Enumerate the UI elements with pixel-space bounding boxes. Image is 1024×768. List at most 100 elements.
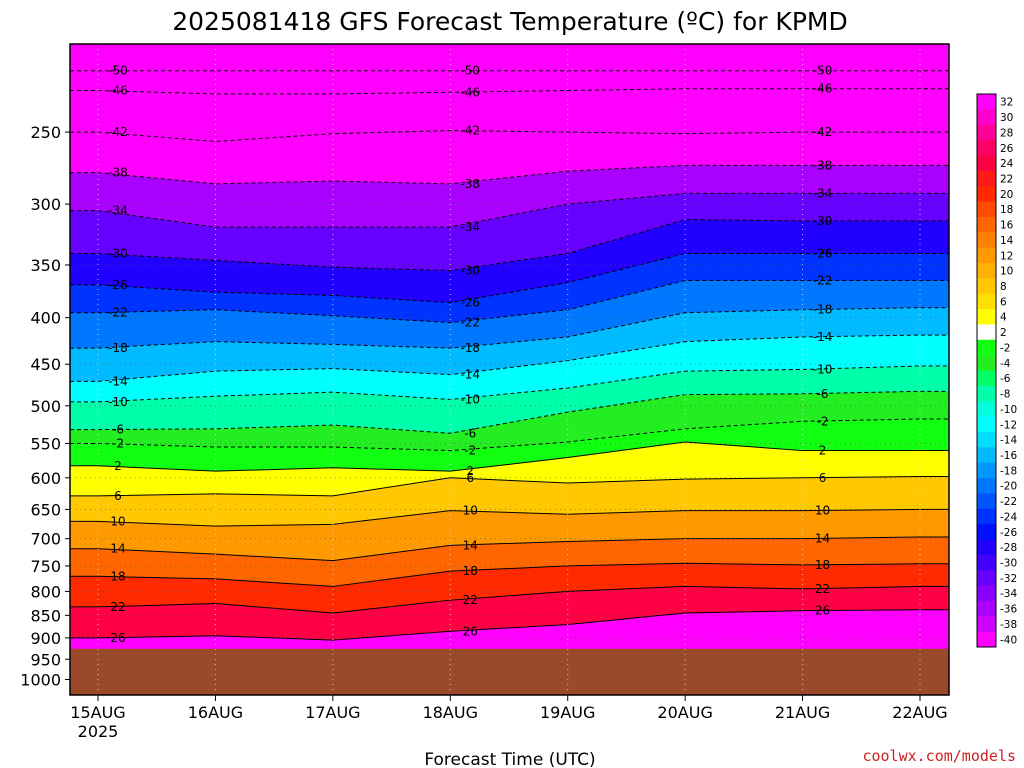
colorbar-label: 32 xyxy=(1000,97,1013,109)
x-axis: 15AUG 16AUG 17AUG 18AUG 19AUG 20AUG 21AUG 22AUG xyxy=(70,695,948,722)
isotherm-line xyxy=(70,164,949,185)
isotherm-label: -22 xyxy=(460,316,480,330)
colorbar-label: 12 xyxy=(1000,250,1013,262)
isotherm-label: -42 xyxy=(813,125,833,139)
colorbar-label: -18 xyxy=(1000,465,1017,477)
x-tick-label: 19AUG xyxy=(540,703,595,722)
colorbar-cell xyxy=(977,401,996,418)
temperature-field xyxy=(70,44,949,696)
colorbar-cell xyxy=(977,493,996,510)
colorbar-cell xyxy=(977,385,996,402)
isotherm-label: 6 xyxy=(819,471,827,485)
colorbar-label: 18 xyxy=(1000,204,1013,216)
isotherm-line xyxy=(70,334,949,382)
colorbar-cell xyxy=(977,324,996,341)
colorbar-cell xyxy=(977,155,996,172)
colorbar-label: 26 xyxy=(1000,143,1014,155)
y-tick-label: 650 xyxy=(30,500,61,519)
isotherm-label: 22 xyxy=(815,582,830,596)
isotherm-label: 18 xyxy=(110,569,125,583)
colorbar-cell xyxy=(977,94,996,110)
colorbar-cell xyxy=(977,600,996,617)
colorbar-cell xyxy=(977,232,996,249)
isotherm-label: -42 xyxy=(460,124,480,138)
isotherm-label: -6 xyxy=(112,423,124,437)
isotherm-label: -14 xyxy=(813,330,833,344)
isotherm-label: -46 xyxy=(460,85,480,99)
colorbar-cell xyxy=(977,462,996,479)
y-tick-label: 300 xyxy=(30,195,61,214)
y-tick-label: 850 xyxy=(30,606,61,625)
isotherm-line xyxy=(70,475,949,497)
isotherm-label: -38 xyxy=(460,177,480,191)
colorbar-label: 4 xyxy=(1000,312,1007,324)
isotherm-label: -26 xyxy=(460,296,480,310)
colorbar-cell xyxy=(977,278,996,295)
isotherm-label: 14 xyxy=(463,538,478,552)
isotherm-label: -18 xyxy=(460,341,480,355)
colorbar-label: -36 xyxy=(1000,604,1017,616)
x-axis-label: Forecast Time (UTC) xyxy=(424,750,595,768)
colorbar-cell xyxy=(977,447,996,464)
plot-frame xyxy=(69,43,950,696)
colorbar-label: 6 xyxy=(1000,296,1007,308)
colorbar-label: -24 xyxy=(1000,511,1017,523)
isotherm-line xyxy=(70,279,949,324)
colorbar-cell xyxy=(977,524,996,540)
colorbar-label: -4 xyxy=(1000,358,1011,370)
below-ground-fill xyxy=(70,648,949,695)
colorbar-cell xyxy=(977,570,996,587)
isotherm-label: -34 xyxy=(460,220,480,234)
colorbar-label: 24 xyxy=(1000,158,1014,170)
colorbar-label: -2 xyxy=(1000,342,1010,354)
isotherm-line xyxy=(70,192,949,228)
y-tick-label: 800 xyxy=(30,582,61,601)
isotherm-label: 10 xyxy=(110,514,125,528)
colorbar-cell xyxy=(977,186,996,203)
colorbar-cell xyxy=(977,124,996,141)
colorbar-label: 10 xyxy=(1000,266,1013,278)
colorbar-label: -14 xyxy=(1000,435,1017,447)
grid xyxy=(70,44,949,695)
colorbar-label: -32 xyxy=(1000,573,1017,585)
isotherm-label: -6 xyxy=(817,387,829,401)
colorbar-cell xyxy=(977,554,996,571)
colorbar-label: -40 xyxy=(1000,634,1017,646)
y-tick-label: 500 xyxy=(30,397,61,416)
isotherm-line xyxy=(70,418,949,452)
y-axis: 250 300 350 400 450 500 550 600 650 700 750 800 850 9… xyxy=(20,123,70,690)
isotherm-label: -10 xyxy=(460,392,480,406)
below-ground-area xyxy=(70,648,949,695)
chart-title: 2025081418 GFS Forecast Temperature (ºC)… xyxy=(172,7,847,36)
isotherm-line xyxy=(70,307,949,349)
isotherm-label: -38 xyxy=(813,158,833,172)
y-tick-label: 350 xyxy=(30,256,61,275)
colorbar-label: -22 xyxy=(1000,496,1017,508)
isotherm-line xyxy=(70,585,949,614)
isotherm-label: 2 xyxy=(819,444,827,458)
isotherm-label: 22 xyxy=(110,600,125,614)
colorbar-cell xyxy=(977,508,996,525)
isotherm-label: -14 xyxy=(108,374,128,388)
colorbar-label: -6 xyxy=(1000,373,1011,385)
isotherm-label: -10 xyxy=(108,395,128,409)
colorbar-label: -8 xyxy=(1000,389,1010,401)
isotherm-label: -2 xyxy=(112,436,124,450)
isotherm-label: -22 xyxy=(108,306,128,320)
colorbar-cell xyxy=(977,585,996,602)
isotherm-label: -50 xyxy=(460,64,480,78)
colorbar-label: 22 xyxy=(1000,173,1013,185)
isotherm-line xyxy=(70,88,949,95)
isotherm-label: 10 xyxy=(463,504,478,518)
isotherm-line xyxy=(70,609,949,641)
isotherm-label: -2 xyxy=(817,414,829,428)
x-tick-label: 17AUG xyxy=(305,703,360,722)
colorbar-cell xyxy=(977,478,996,494)
isotherm-label: 22 xyxy=(463,593,478,607)
isotherm-label: 26 xyxy=(463,624,478,638)
isotherm-line xyxy=(70,562,949,587)
y-tick-label: 450 xyxy=(30,355,61,374)
colorbar-label: 14 xyxy=(1000,235,1014,247)
isotherm-label: -18 xyxy=(108,341,128,355)
